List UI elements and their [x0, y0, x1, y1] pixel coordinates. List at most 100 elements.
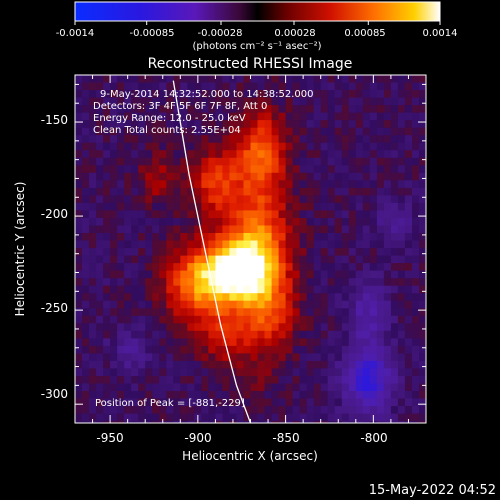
heatmap-cell: [264, 368, 273, 377]
heatmap-cell: [215, 112, 223, 121]
heatmap-cell: [404, 406, 413, 415]
heatmap-cell: [285, 142, 294, 151]
heatmap-cell: [271, 293, 280, 302]
heatmap-cell: [369, 150, 378, 159]
heatmap-cell: [138, 421, 146, 423]
heatmap-cell: [201, 391, 209, 400]
heatmap-cell: [124, 112, 132, 121]
heatmap-cell: [159, 187, 167, 196]
heatmap-cell: [208, 202, 216, 211]
heatmap-cell: [131, 338, 139, 347]
heatmap-cell: [180, 285, 188, 294]
heatmap-cell: [306, 150, 315, 159]
heatmap-cell: [348, 263, 357, 272]
heatmap-cell: [299, 263, 308, 272]
heatmap-cell: [419, 413, 426, 422]
heatmap-cell: [341, 293, 350, 302]
heatmap-cell: [75, 90, 83, 99]
heatmap-cell: [243, 398, 252, 407]
heatmap-cell: [82, 368, 90, 377]
heatmap-cell: [397, 308, 406, 317]
heatmap-cell: [404, 330, 413, 339]
heatmap-cell: [292, 218, 301, 227]
heatmap-cell: [152, 353, 160, 362]
heatmap-cell: [103, 300, 111, 309]
heatmap-cell: [320, 82, 329, 91]
heatmap-cell: [131, 263, 139, 272]
heatmap-cell: [145, 135, 153, 144]
heatmap-cell: [250, 82, 259, 91]
heatmap-cell: [180, 180, 188, 189]
heatmap-cell: [229, 293, 237, 302]
heatmap-cell: [292, 82, 301, 91]
heatmap-cell: [412, 353, 420, 362]
heatmap-cell: [397, 142, 406, 151]
heatmap-cell: [124, 225, 132, 234]
heatmap-cell: [327, 172, 336, 181]
heatmap-cell: [397, 398, 406, 407]
heatmap-cell: [194, 300, 202, 309]
heatmap-cell: [187, 218, 195, 227]
heatmap-cell: [152, 330, 160, 339]
heatmap-cell: [285, 376, 294, 385]
heatmap-cell: [159, 248, 167, 257]
heatmap-cell: [313, 345, 322, 354]
heatmap-cell: [222, 240, 230, 249]
heatmap-cell: [376, 75, 385, 84]
heatmap-cell: [250, 421, 259, 423]
heatmap-cell: [173, 368, 181, 377]
heatmap-cell: [397, 338, 406, 347]
heatmap-cell: [348, 218, 357, 227]
heatmap-cell: [89, 270, 97, 279]
heatmap-cell: [194, 120, 202, 129]
heatmap-cell: [390, 270, 399, 279]
heatmap-cell: [159, 278, 167, 287]
heatmap-cell: [412, 127, 420, 136]
heatmap-cell: [201, 293, 209, 302]
heatmap-cell: [278, 142, 287, 151]
heatmap-cell: [362, 135, 371, 144]
heatmap-cell: [145, 233, 153, 242]
heatmap-cell: [299, 338, 308, 347]
heatmap-cell: [173, 308, 181, 317]
colorbar-tick-label-0: -0.0014: [56, 28, 95, 39]
heatmap-cell: [257, 127, 266, 136]
colorbar-ticks: [74, 21, 441, 25]
heatmap-cell: [383, 90, 392, 99]
heatmap-cell: [124, 255, 132, 264]
heatmap-cell: [362, 270, 371, 279]
heatmap-cell: [412, 157, 420, 166]
heatmap-cell: [194, 391, 202, 400]
heatmap-cell: [201, 165, 209, 174]
heatmap-cell: [145, 330, 153, 339]
heatmap-cell: [362, 278, 371, 287]
heatmap-cell: [243, 218, 252, 227]
heatmap-cell: [419, 233, 426, 242]
heatmap-cell: [124, 90, 132, 99]
heatmap-cell: [152, 75, 160, 84]
heatmap-cell: [166, 75, 174, 84]
heatmap-cell: [313, 105, 322, 114]
heatmap-cell: [201, 255, 209, 264]
heatmap-cell: [215, 330, 223, 339]
heatmap-cell: [159, 240, 167, 249]
heatmap-cell: [278, 248, 287, 257]
heatmap-cell: [271, 142, 280, 151]
heatmap-cell: [208, 105, 216, 114]
heatmap-cell: [89, 112, 97, 121]
heatmap-cell: [348, 82, 357, 91]
heatmap-cell: [390, 105, 399, 114]
heatmap-cell: [313, 127, 322, 136]
heatmap-cell: [82, 308, 90, 317]
heatmap-cell: [271, 218, 280, 227]
heatmap-cell: [124, 330, 132, 339]
heatmap-cell: [208, 90, 216, 99]
heatmap-cell: [334, 112, 343, 121]
heatmap-cell: [426, 105, 434, 113]
heatmap-cell: [264, 285, 273, 294]
heatmap-cell: [320, 165, 329, 174]
heatmap-cell: [419, 187, 426, 196]
heatmap-cell: [75, 120, 83, 129]
heatmap-cell: [75, 391, 83, 400]
heatmap-cell: [229, 150, 237, 159]
